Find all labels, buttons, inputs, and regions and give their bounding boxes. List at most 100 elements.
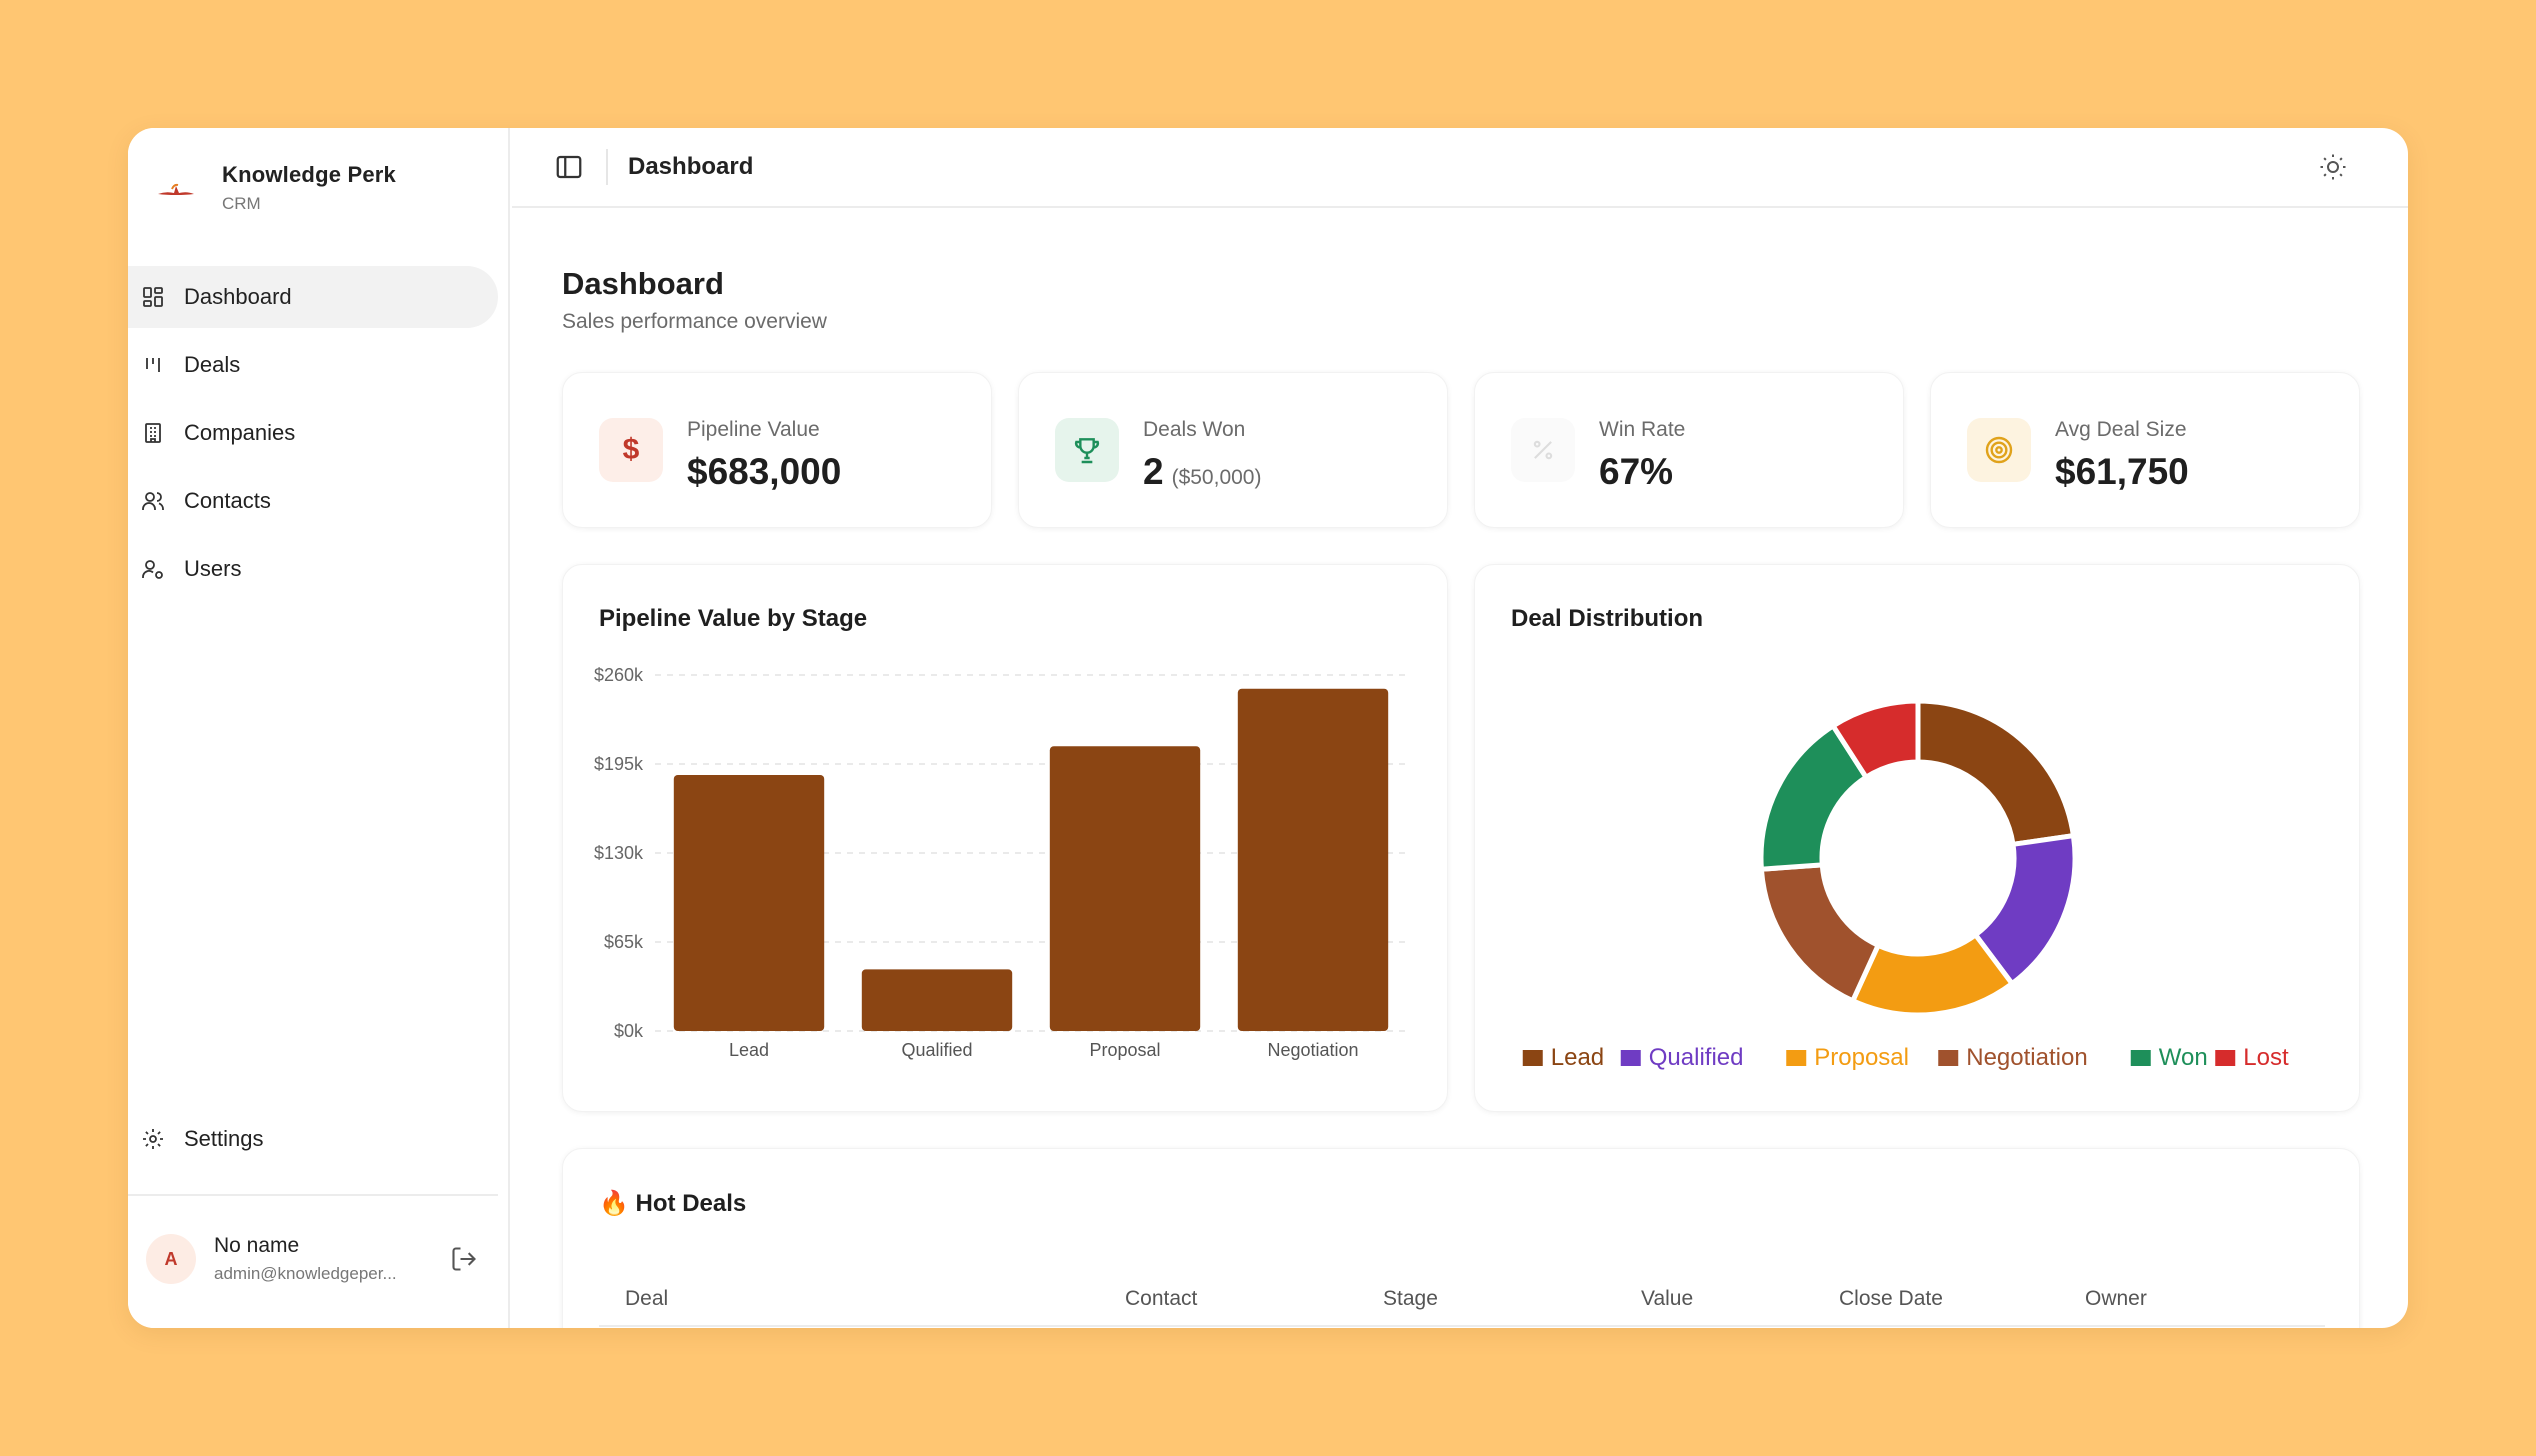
- legend-label[interactable]: Lead: [1551, 1044, 1604, 1071]
- y-tick-label: $260k: [594, 665, 644, 685]
- sidebar: Knowledge Perk CRM Dashboard Deals: [128, 128, 510, 1328]
- donut-chart: Lead Qualified Proposal Negotiation Won Lost: [1522, 698, 2289, 1071]
- stat-extra: ($50,000): [1171, 466, 1262, 489]
- settings-section: Settings: [128, 1108, 498, 1176]
- stat-value: 2 ($50,000): [1143, 451, 1262, 492]
- sidebar-item-deals[interactable]: Deals: [128, 334, 498, 396]
- bar-lead[interactable]: [673, 774, 825, 1031]
- gear-icon: [140, 1126, 166, 1152]
- legend-label[interactable]: Negotiation: [1966, 1044, 2087, 1071]
- y-tick-label: $0k: [614, 1021, 644, 1041]
- column-header-stage[interactable]: Stage: [1383, 1287, 1438, 1310]
- x-tick-label: Proposal: [1089, 1040, 1160, 1060]
- stat-label: Avg Deal Size: [2055, 418, 2187, 441]
- sidebar-item-contacts[interactable]: Contacts: [128, 470, 498, 532]
- stat-card-avg-deal-size: Avg Deal Size $61,750: [1930, 372, 2360, 528]
- sidebar-item-users[interactable]: Users: [128, 538, 498, 600]
- legend-label[interactable]: Proposal: [1814, 1044, 1909, 1071]
- building-icon: [140, 420, 166, 446]
- divider: [128, 1194, 498, 1196]
- logout-icon[interactable]: [450, 1245, 478, 1273]
- slice-negotiation[interactable]: [1758, 862, 1882, 1005]
- page-subtitle: Sales performance overview: [562, 310, 827, 333]
- topbar: Dashboard: [512, 128, 2408, 208]
- column-header-deal[interactable]: Deal: [625, 1287, 669, 1310]
- sidebar-nav: Dashboard Deals Companies Contacts: [128, 266, 498, 606]
- legend-swatch: [1522, 1050, 1543, 1066]
- column-header-contact[interactable]: Contact: [1125, 1287, 1198, 1310]
- page-title: Dashboard: [562, 266, 724, 301]
- stat-card-deals-won: Deals Won 2 ($50,000): [1018, 372, 1448, 528]
- deal-distribution-card: Deal Distribution Lead Qualified Proposal N…: [1474, 564, 2360, 1112]
- stat-value: $683,000: [687, 451, 842, 492]
- stat-value: $61,750: [2055, 451, 2189, 492]
- pipeline-chart-card: Pipeline Value by Stage $0k $65k $130k $195…: [562, 564, 1448, 1112]
- sidebar-toggle-icon[interactable]: [554, 152, 584, 182]
- percent-icon: [1511, 418, 1575, 482]
- hot-deals-title: 🔥 Hot Deals: [599, 1190, 747, 1217]
- column-header-owner[interactable]: Owner: [2085, 1287, 2147, 1310]
- topbar-title: Dashboard: [628, 153, 754, 180]
- sidebar-item-companies[interactable]: Companies: [128, 402, 498, 464]
- user-cog-icon: [140, 556, 166, 582]
- brand-subtitle: CRM: [222, 194, 261, 213]
- legend-label[interactable]: Qualified: [1649, 1044, 1744, 1071]
- legend-swatch: [2215, 1050, 2236, 1066]
- chart-title: Pipeline Value by Stage: [599, 605, 868, 632]
- divider: [606, 149, 608, 185]
- stat-card-pipeline-value: $ Pipeline Value $683,000: [562, 372, 992, 528]
- sun-icon[interactable]: [2318, 152, 2348, 182]
- column-header-close-date[interactable]: Close Date: [1839, 1287, 1943, 1310]
- y-tick-label: $65k: [604, 932, 644, 952]
- users-icon: [140, 488, 166, 514]
- user-email: admin@knowledgeper...: [214, 1264, 397, 1283]
- sidebar-item-label: Contacts: [184, 488, 271, 513]
- trophy-icon: [1055, 418, 1119, 482]
- chart-title: Deal Distribution: [1511, 605, 1704, 632]
- brand-name: Knowledge Perk: [222, 162, 396, 187]
- sidebar-item-label: Users: [184, 556, 242, 581]
- app-window: Knowledge Perk CRM Dashboard Deals: [128, 128, 2408, 1328]
- bar-chart: $0k $65k $130k $195k $260k Lead Qualified Propo…: [594, 665, 1407, 1060]
- stat-label: Deals Won: [1143, 418, 1246, 441]
- sidebar-item-label: Deals: [184, 352, 241, 377]
- brand-logo-icon: [158, 183, 194, 195]
- stat-label: Pipeline Value: [687, 418, 820, 441]
- stat-value: 67%: [1599, 451, 1674, 492]
- legend-label[interactable]: Lost: [2243, 1044, 2289, 1071]
- target-icon: [1967, 418, 2031, 482]
- dollar-icon: $: [599, 418, 663, 482]
- stat-label: Win Rate: [1599, 418, 1686, 441]
- slice-lead[interactable]: [1915, 698, 2077, 848]
- sidebar-item-label: Settings: [184, 1126, 264, 1151]
- brand[interactable]: Knowledge Perk CRM: [152, 162, 396, 214]
- user-name: No name: [214, 1234, 300, 1257]
- y-tick-label: $195k: [594, 754, 644, 774]
- column-header-value[interactable]: Value: [1641, 1287, 1694, 1310]
- slice-lost[interactable]: [1829, 698, 1921, 781]
- legend-swatch: [1620, 1050, 1641, 1066]
- bar-proposal[interactable]: [1049, 746, 1201, 1031]
- main-content: Dashboard Sales performance overview $ P…: [512, 210, 2408, 1328]
- bar-qualified[interactable]: [861, 969, 1013, 1031]
- x-tick-label: Lead: [729, 1040, 769, 1060]
- avatar: A: [146, 1234, 196, 1284]
- sidebar-item-label: Dashboard: [184, 284, 292, 309]
- hot-deals-card: 🔥 Hot Deals Deal Contact Stage Value Clo…: [562, 1148, 2360, 1328]
- legend-label[interactable]: Won: [2159, 1044, 2208, 1071]
- stat-card-win-rate: Win Rate 67%: [1474, 372, 1904, 528]
- bar-negotiation[interactable]: [1237, 688, 1389, 1031]
- y-tick-label: $130k: [594, 843, 644, 863]
- layout-dashboard-icon: [140, 284, 166, 310]
- legend-swatch: [2130, 1050, 2151, 1066]
- legend-swatch: [1786, 1050, 1807, 1066]
- sidebar-item-label: Companies: [184, 420, 296, 445]
- sidebar-item-settings[interactable]: Settings: [128, 1108, 498, 1170]
- sidebar-item-dashboard[interactable]: Dashboard: [128, 266, 498, 328]
- user-profile[interactable]: A No name admin@knowledgeper...: [146, 1234, 498, 1284]
- kanban-icon: [140, 352, 166, 378]
- divider: [599, 1325, 2325, 1327]
- legend-swatch: [1938, 1050, 1959, 1066]
- x-tick-label: Qualified: [901, 1040, 972, 1060]
- x-tick-label: Negotiation: [1267, 1040, 1358, 1060]
